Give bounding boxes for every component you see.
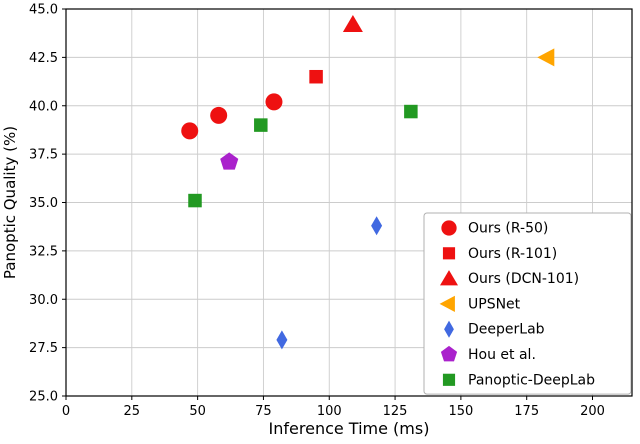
x-axis-label: Inference Time (ms): [269, 419, 430, 438]
x-tick-label: 100: [317, 404, 342, 419]
pentagon-marker: [220, 152, 239, 170]
square-marker: [188, 193, 202, 208]
legend-label: Ours (R-50): [468, 221, 548, 237]
square-marker: [404, 104, 418, 119]
y-tick-label: 45.0: [29, 3, 58, 18]
legend-item: DeeperLab: [444, 320, 545, 338]
y-tick-label: 42.5: [29, 51, 58, 66]
data-points: [181, 15, 555, 350]
legend-item: Panoptic-DeepLab: [442, 372, 595, 388]
thin-diamond-marker: [276, 330, 288, 350]
y-tick-label: 37.5: [29, 148, 58, 163]
square-marker: [254, 118, 268, 132]
legend-item: Ours (R-50): [441, 220, 548, 237]
series-hou-et-al-: [220, 152, 239, 170]
legend-label: UPSNet: [468, 296, 521, 312]
circle-marker: [210, 106, 228, 124]
series-ours-r-101-: [309, 69, 323, 84]
legend-item: Ours (R-101): [442, 246, 557, 262]
series-deeperlab: [276, 216, 383, 350]
x-tick-label: 175: [514, 404, 539, 419]
legend-label: Panoptic-DeepLab: [468, 372, 595, 388]
y-tick-label: 40.0: [29, 99, 58, 114]
y-tick-label: 35.0: [29, 196, 58, 211]
legend-label: Ours (DCN-101): [468, 271, 579, 287]
legend-box: [423, 212, 632, 395]
triangle-up-marker: [342, 15, 363, 32]
square-marker: [442, 247, 456, 260]
x-tick-label: 150: [448, 404, 473, 419]
legend-item: Hou et al.: [440, 345, 536, 363]
x-tick-label: 125: [383, 404, 408, 419]
x-tick-label: 0: [62, 404, 70, 419]
triangle-up-marker: [440, 270, 458, 286]
y-tick-label: 27.5: [29, 341, 58, 356]
y-tick-label: 25.0: [29, 390, 58, 405]
series-ours-dcn-101-: [342, 15, 363, 32]
x-tick-label: 50: [189, 404, 206, 419]
triangle-left-marker: [537, 48, 555, 67]
y-axis: 25.0 27.5 30.0 32.5 35.0 37.5 40.0 42.5 45.0: [29, 3, 66, 405]
thin-diamond-marker: [444, 320, 454, 338]
pentagon-marker: [440, 345, 458, 362]
square-marker: [309, 69, 323, 84]
x-axis: 0 25 50 75 100 125 150 175 200: [62, 396, 605, 419]
legend-label: DeeperLab: [468, 322, 545, 338]
y-tick-label: 30.0: [29, 293, 58, 308]
legend-label: Ours (R-101): [468, 246, 557, 262]
y-tick-label: 32.5: [29, 244, 58, 259]
x-tick-label: 75: [255, 404, 272, 419]
thin-diamond-marker: [371, 216, 383, 236]
x-tick-label: 25: [124, 404, 141, 419]
series-ours-r-50-: [181, 93, 283, 140]
square-marker: [442, 373, 456, 386]
circle-marker: [441, 220, 457, 236]
legend: Ours (R-50) Ours (R-101) Ours (DCN-101) UPS…: [423, 212, 632, 395]
legend-item: UPSNet: [439, 295, 521, 312]
series-panoptic-deeplab: [188, 104, 418, 208]
circle-marker: [181, 122, 199, 140]
triangle-left-marker: [439, 295, 455, 312]
legend-label: Hou et al.: [468, 347, 536, 363]
circle-marker: [265, 93, 283, 111]
x-tick-label: 200: [580, 404, 605, 419]
y-axis-label: Panoptic Quality (%): [1, 126, 19, 279]
legend-item: Ours (DCN-101): [440, 270, 579, 287]
series-upsnet: [537, 48, 555, 67]
